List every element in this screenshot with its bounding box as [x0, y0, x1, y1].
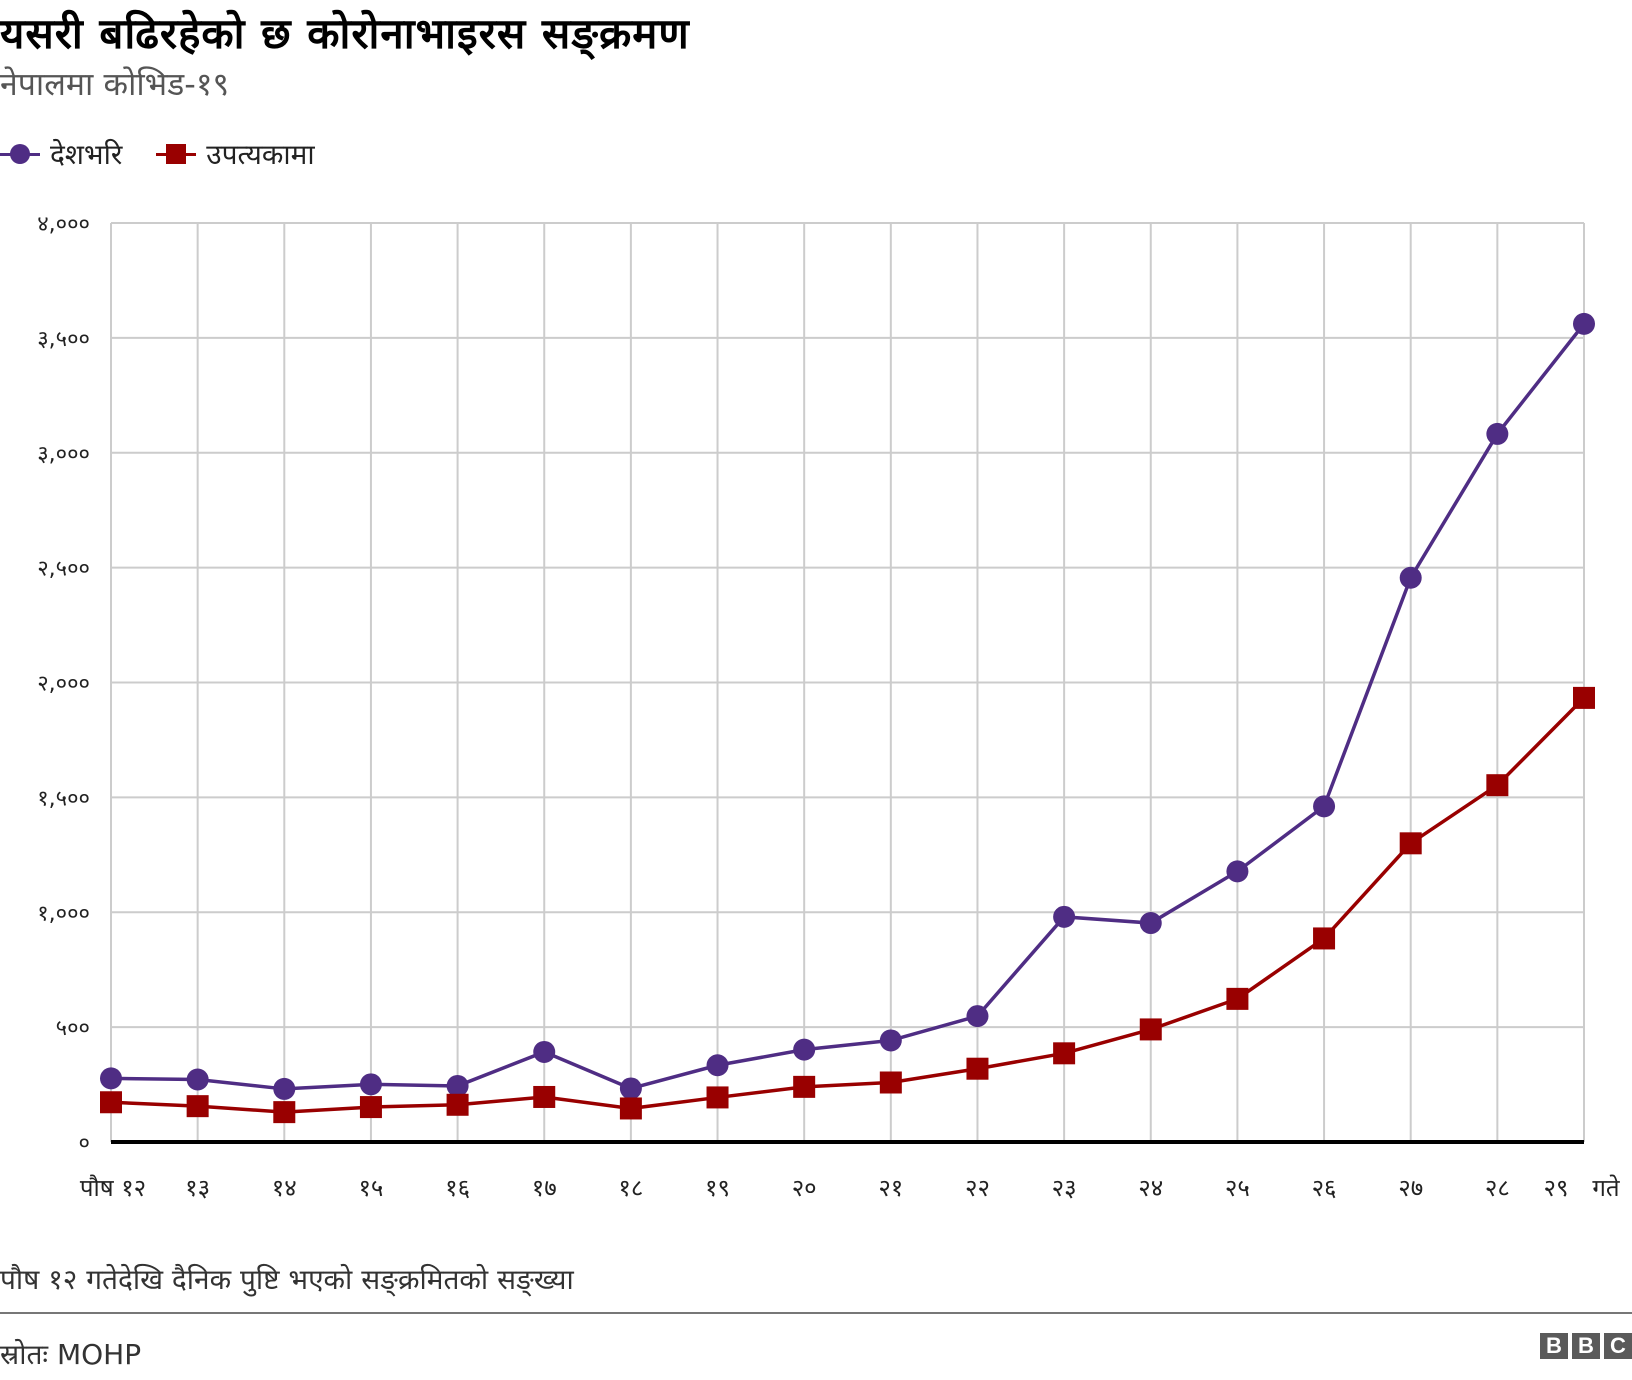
series-line	[110, 696, 1586, 1114]
data-point-square	[1226, 987, 1249, 1010]
data-point-square	[1573, 686, 1595, 709]
y-tick-label: ०	[79, 1131, 90, 1156]
x-tick-label: १३	[185, 1174, 210, 1202]
logo-letter: B	[1540, 1333, 1568, 1359]
circle-marker-icon	[0, 142, 40, 166]
data-point-circle	[359, 1073, 382, 1096]
data-point-square	[1313, 927, 1336, 950]
data-point-square	[533, 1085, 556, 1108]
data-point-circle	[966, 1005, 989, 1028]
x-tick-label: १६	[445, 1174, 470, 1202]
data-point-circle	[100, 1067, 122, 1090]
data-point-square	[706, 1086, 729, 1109]
x-tick-label: २५	[1225, 1174, 1250, 1202]
data-point-circle	[1573, 312, 1595, 335]
data-point-circle	[1486, 422, 1509, 445]
data-point-square	[879, 1071, 902, 1094]
data-point-square	[1486, 774, 1509, 797]
x-tick-label: २३	[1052, 1174, 1077, 1202]
chart-footnote: पौष १२ गतेदेखि दैनिक पुष्टि भएको सङ्क्रम…	[0, 1263, 574, 1296]
data-point-circle	[793, 1038, 816, 1061]
data-point-square	[1053, 1042, 1076, 1065]
data-point-circle	[619, 1077, 642, 1100]
legend-label: उपत्यकामा	[206, 138, 315, 171]
x-axis-ticks: पौष १२ १३ १४ १५ १६ १७ १८ १९ २० २१ २२ २३ २४ २५ २६ २७ २८ २९…	[80, 1174, 1621, 1202]
x-tick-label: २१	[878, 1174, 903, 1202]
legend-item-valley: उपत्यकामा	[156, 135, 315, 173]
x-tick-label: गते	[1592, 1174, 1621, 1202]
line-chart: ०५००१,०००१,५००२,०००२,५००३,०००३,५००४,००० …	[37, 212, 1621, 1202]
x-tick-label: १७	[532, 1174, 557, 1202]
x-tick-label: २४	[1138, 1174, 1163, 1202]
data-point-circle	[1226, 860, 1249, 883]
y-tick-label: ४,०००	[37, 212, 90, 237]
y-tick-label: ३,५००	[37, 327, 90, 352]
legend-label: देशभरि	[50, 138, 123, 171]
data-point-circle	[186, 1068, 209, 1091]
divider	[0, 1312, 1632, 1314]
x-tick-label: पौष १२	[80, 1174, 146, 1202]
x-tick-label: २७	[1398, 1174, 1423, 1202]
y-tick-label: ५००	[56, 1016, 90, 1041]
logo-letter: C	[1604, 1333, 1632, 1359]
legend-item-nationwide: देशभरि	[0, 135, 122, 173]
x-tick-label: १५	[358, 1174, 383, 1202]
data-point-circle	[706, 1054, 729, 1077]
y-tick-label: २,०००	[37, 672, 90, 697]
data-point-circle	[1053, 905, 1076, 928]
square-marker-icon	[156, 142, 197, 166]
series-line	[110, 322, 1586, 1091]
data-point-square	[1399, 832, 1422, 855]
data-series	[100, 312, 1595, 1124]
data-point-square	[793, 1075, 816, 1098]
logo-letter: B	[1572, 1333, 1600, 1359]
data-point-square	[446, 1093, 469, 1116]
x-tick-label: २९	[1544, 1174, 1569, 1202]
x-tick-label: १८	[618, 1174, 643, 1202]
data-point-square	[100, 1091, 122, 1114]
y-tick-label: ३,०००	[37, 442, 90, 467]
y-tick-label: २,५००	[37, 557, 90, 582]
source-text: स्रोतः MOHP	[0, 1338, 142, 1371]
bbc-logo: B B C	[1540, 1333, 1632, 1359]
data-point-circle	[273, 1077, 296, 1100]
x-tick-label: १९	[705, 1174, 730, 1202]
x-tick-label: २८	[1485, 1174, 1510, 1202]
data-point-square	[1139, 1018, 1162, 1041]
data-point-circle	[879, 1029, 902, 1052]
gridlines	[110, 222, 1585, 1142]
data-point-circle	[446, 1074, 469, 1097]
x-tick-label: २६	[1312, 1174, 1337, 1202]
data-point-square	[966, 1057, 989, 1080]
x-tick-label: २२	[965, 1174, 990, 1202]
data-point-circle	[533, 1040, 556, 1063]
data-point-square	[359, 1096, 382, 1119]
x-tick-label: १४	[272, 1174, 297, 1202]
data-point-circle	[1399, 566, 1422, 589]
y-tick-label: १,०००	[37, 901, 90, 926]
data-point-square	[186, 1095, 209, 1118]
y-tick-label: १,५००	[37, 786, 90, 811]
y-axis-ticks: ० ५०० १,००० १,५०० २,००० २,५०० ३,००० ३,५०० ४,०००	[37, 212, 90, 1156]
data-point-circle	[1139, 912, 1162, 935]
x-tick-label: २०	[792, 1174, 817, 1202]
chart-title: यसरी बढिरहेको छ कोरोनाभाइरस सङ्क्रमण	[0, 9, 690, 58]
chart-subtitle: नेपालमा कोभिड-१९	[0, 65, 230, 103]
data-point-square	[619, 1097, 642, 1120]
legend: देशभरि उपत्यकामा	[0, 135, 315, 173]
data-point-circle	[1313, 795, 1336, 818]
data-point-square	[273, 1101, 296, 1124]
